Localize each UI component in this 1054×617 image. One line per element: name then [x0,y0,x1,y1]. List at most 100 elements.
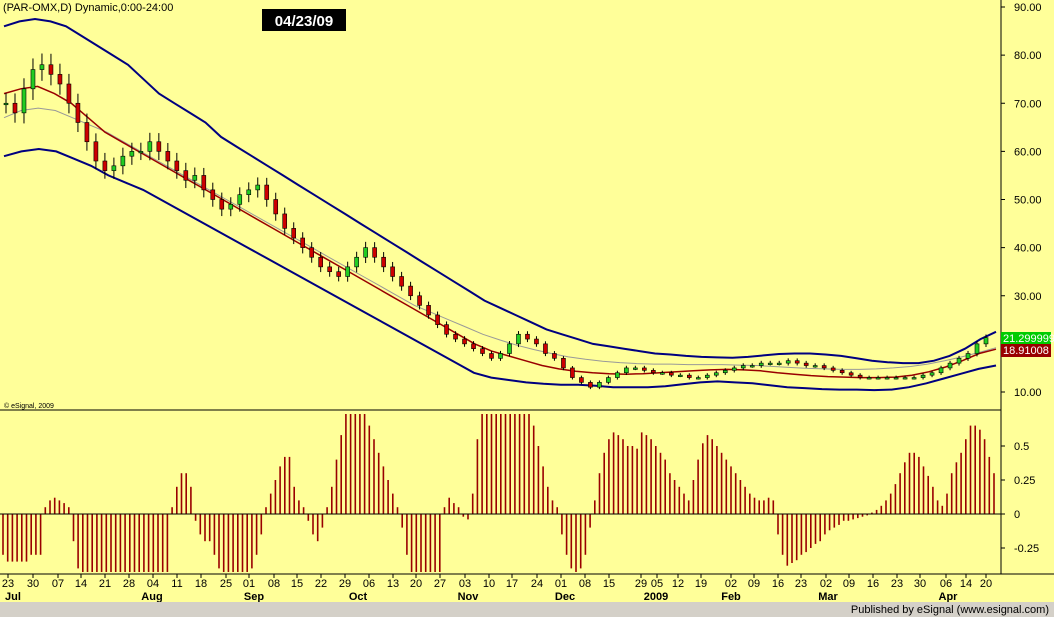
x-tick-label: 30 [27,578,39,590]
down-candle [821,365,827,369]
price-y-tick-label: 30.00 [1014,291,1042,303]
down-candle [318,256,323,268]
down-candle [282,213,288,229]
x-tick-label: 11 [171,578,182,590]
down-candle [183,170,189,181]
up-candle [111,165,117,171]
x-tick-label: 25 [220,578,232,590]
x-tick-label: 03 [459,578,471,590]
up-candle [228,204,234,210]
x-tick-label: 07 [52,578,64,590]
down-candle [201,175,207,191]
down-candle [399,276,404,287]
down-candle [489,353,494,359]
x-tick-label: 09 [748,578,760,590]
up-candle [516,333,521,345]
up-candle [785,360,791,364]
histogram-pane[interactable] [2,414,995,572]
down-candle [642,367,647,371]
up-candle [911,377,917,380]
up-candle [255,184,261,191]
down-candle [687,374,692,378]
up-candle [624,367,629,374]
x-tick-label: 23 [795,578,807,590]
hist-y-tick-label: 0.5 [1014,441,1029,453]
x-tick-label: 16 [772,578,784,590]
x-tick-label: 18 [195,578,207,590]
down-candle [848,372,854,376]
down-candle [561,358,566,369]
up-candle [345,266,350,277]
up-candle [947,362,953,369]
up-candle [606,377,611,383]
x-tick-label: 24 [531,578,543,590]
symbol-title: (PAR-OMX,D) Dynamic,0:00-24:00 [3,2,173,14]
last-price-tag [1001,332,1051,345]
up-candle [812,365,818,368]
up-candle [147,141,153,152]
month-label: Feb [721,591,741,603]
x-tick-label: 10 [483,578,495,590]
down-candle [462,338,467,345]
down-candle [435,314,440,325]
up-candle [660,372,665,375]
histogram-bars [2,414,995,572]
down-candle [453,333,458,340]
down-candle [372,247,377,258]
up-candle [902,377,908,380]
up-candle [354,256,359,268]
x-tick-label: 01 [555,578,567,590]
month-label: Dec [555,591,575,603]
up-candle [893,377,899,380]
x-axis: 23 30 07 14 21 28 04 11 18 25 01 08 15 22 29 06 13 20 27 03… [2,574,992,590]
down-candle [84,122,90,143]
up-candle [875,377,881,380]
up-candle [246,189,252,195]
up-candle [866,377,872,380]
candles [3,53,989,390]
x-tick-label: 23 [891,578,903,590]
month-labels: Jul Aug Sep Oct Nov Dec 2009 Feb Mar Apr [5,591,958,603]
down-candle [408,285,413,297]
month-label: Aug [141,591,162,603]
up-candle [3,102,9,106]
ma-price-label: 18.91008 [1003,345,1049,357]
down-candle [264,184,270,200]
down-candle [857,374,863,378]
x-tick-label: 27 [434,578,446,590]
down-candle [165,151,171,162]
down-candle [543,343,548,354]
last-price-label: 21.299999 [1003,333,1054,345]
x-tick-label: 02 [725,578,737,590]
up-candle [597,382,602,388]
down-candle [381,256,386,268]
up-candle [39,64,45,70]
down-candle [300,237,305,248]
price-y-tick-label: 80.00 [1014,50,1042,62]
month-label: Jul [5,591,21,603]
x-tick-label: 30 [914,578,926,590]
x-tick-label: 14 [75,578,87,590]
up-candle [731,367,737,371]
up-candle [758,362,764,366]
down-candle [291,228,297,239]
up-candle [740,365,746,369]
x-tick-label: 09 [843,578,855,590]
price-y-tick-label: 70.00 [1014,98,1042,110]
down-candle [273,199,279,215]
up-candle [983,337,989,345]
down-candle [219,199,225,210]
ma-price-tag [1001,344,1051,357]
gray-ma-line [3,107,997,370]
up-candle [974,343,980,354]
month-label: Nov [458,591,480,603]
month-label: 2009 [644,591,668,603]
down-candle [336,271,341,277]
price-y-tick-label: 10.00 [1014,387,1042,399]
date-badge [262,9,346,31]
price-pane[interactable] [3,17,997,392]
down-candle [794,360,800,364]
up-candle [938,367,944,374]
down-candle [444,324,449,335]
